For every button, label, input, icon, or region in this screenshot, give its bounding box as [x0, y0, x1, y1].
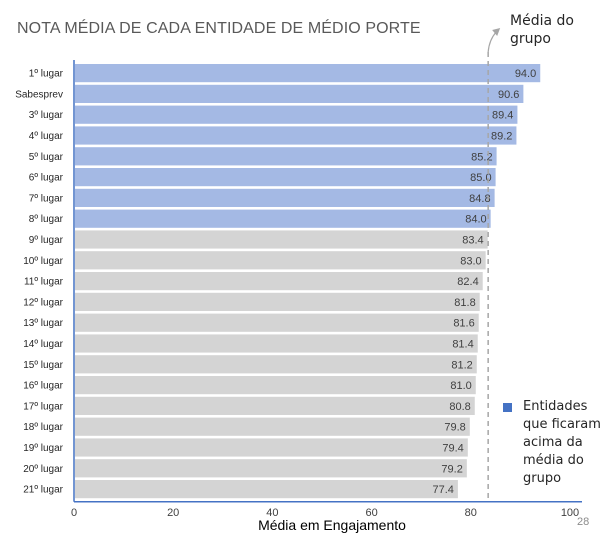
category-label: 14º lugar — [23, 339, 63, 350]
value-label: 89.2 — [491, 131, 512, 143]
category-label: 17º lugar — [23, 401, 63, 412]
value-label: 81.8 — [454, 297, 475, 309]
bar — [75, 230, 488, 249]
bar — [75, 355, 477, 374]
category-label: 9º lugar — [29, 235, 64, 246]
value-label: 83.4 — [462, 235, 483, 247]
bar — [75, 64, 541, 83]
category-label: 21º lugar — [23, 485, 63, 496]
page-number: 28 — [577, 516, 590, 528]
x-axis-title: Média em Engajamento — [258, 517, 406, 533]
average-pointer — [487, 31, 497, 53]
value-label: 94.0 — [515, 68, 536, 80]
value-label: 85.0 — [470, 172, 491, 184]
arrow-head-icon — [492, 28, 501, 36]
category-label: 10º lugar — [23, 256, 63, 267]
labels-group: 1º lugar 94.0 Sabesprev 90.6 3º lugar 89.4 4º … — [15, 68, 536, 496]
category-label: 1º lugar — [29, 69, 64, 80]
category-label: 12º lugar — [23, 297, 63, 308]
category-label: 15º lugar — [23, 360, 63, 371]
category-label: 8º lugar — [29, 214, 64, 225]
bars-group — [75, 64, 541, 499]
value-label: 81.4 — [452, 339, 473, 351]
value-label: 77.4 — [432, 484, 453, 496]
bar — [75, 459, 467, 478]
bar — [75, 292, 480, 311]
bar — [75, 396, 475, 415]
value-label: 81.2 — [451, 359, 472, 371]
value-label: 89.4 — [492, 110, 513, 122]
bar — [75, 376, 476, 395]
chart-title: NOTA MÉDIA DE CADA ENTIDADE DE MÉDIO POR… — [17, 20, 421, 37]
bar — [75, 272, 483, 291]
x-axis: 0 20 40 60 80 100 — [71, 28, 582, 519]
value-label: 84.0 — [465, 214, 486, 226]
value-label: 79.4 — [442, 443, 463, 455]
category-label: 18º lugar — [23, 422, 63, 433]
value-label: 90.6 — [498, 89, 519, 101]
category-label: 5º lugar — [29, 152, 64, 163]
bar — [75, 147, 497, 166]
category-label: Sabesprev — [15, 89, 63, 100]
value-label: 85.2 — [471, 151, 492, 163]
value-label: 84.8 — [469, 193, 490, 205]
bar — [75, 438, 468, 457]
value-label: 81.0 — [450, 380, 471, 392]
category-label: 20º lugar — [23, 464, 63, 475]
category-label: 4º lugar — [29, 131, 64, 142]
x-tick-label: 0 — [71, 507, 77, 519]
x-tick-label: 80 — [465, 507, 477, 519]
x-tick-label: 100 — [561, 507, 579, 519]
bar — [75, 84, 524, 103]
x-tick-label: 60 — [365, 507, 377, 519]
value-label: 79.2 — [441, 463, 462, 475]
bar — [75, 334, 478, 353]
x-tick-label: 40 — [266, 507, 278, 519]
bar — [75, 313, 479, 332]
value-label: 79.8 — [444, 422, 465, 434]
category-label: 13º lugar — [23, 318, 63, 329]
bar — [75, 168, 496, 187]
bar — [75, 480, 458, 499]
category-label: 3º lugar — [29, 110, 64, 121]
bar — [75, 251, 486, 270]
bar — [75, 126, 517, 145]
category-label: 11º lugar — [24, 277, 64, 288]
group-average-label: Média do grupo — [510, 13, 574, 47]
legend-label: Entidades que ficaram acima da média do … — [523, 399, 601, 486]
category-label: 19º lugar — [23, 443, 63, 454]
category-label: 7º lugar — [29, 193, 64, 204]
value-label: 82.4 — [457, 276, 478, 288]
value-label: 81.6 — [453, 318, 474, 330]
category-label: 6º lugar — [29, 173, 64, 184]
bar — [75, 417, 470, 436]
bar — [75, 105, 518, 124]
bar — [75, 188, 495, 207]
x-tick-label: 20 — [167, 507, 179, 519]
category-label: 16º lugar — [23, 381, 63, 392]
legend-swatch — [503, 403, 512, 412]
bar — [75, 209, 491, 228]
value-label: 83.0 — [460, 255, 481, 267]
value-label: 80.8 — [449, 401, 470, 413]
